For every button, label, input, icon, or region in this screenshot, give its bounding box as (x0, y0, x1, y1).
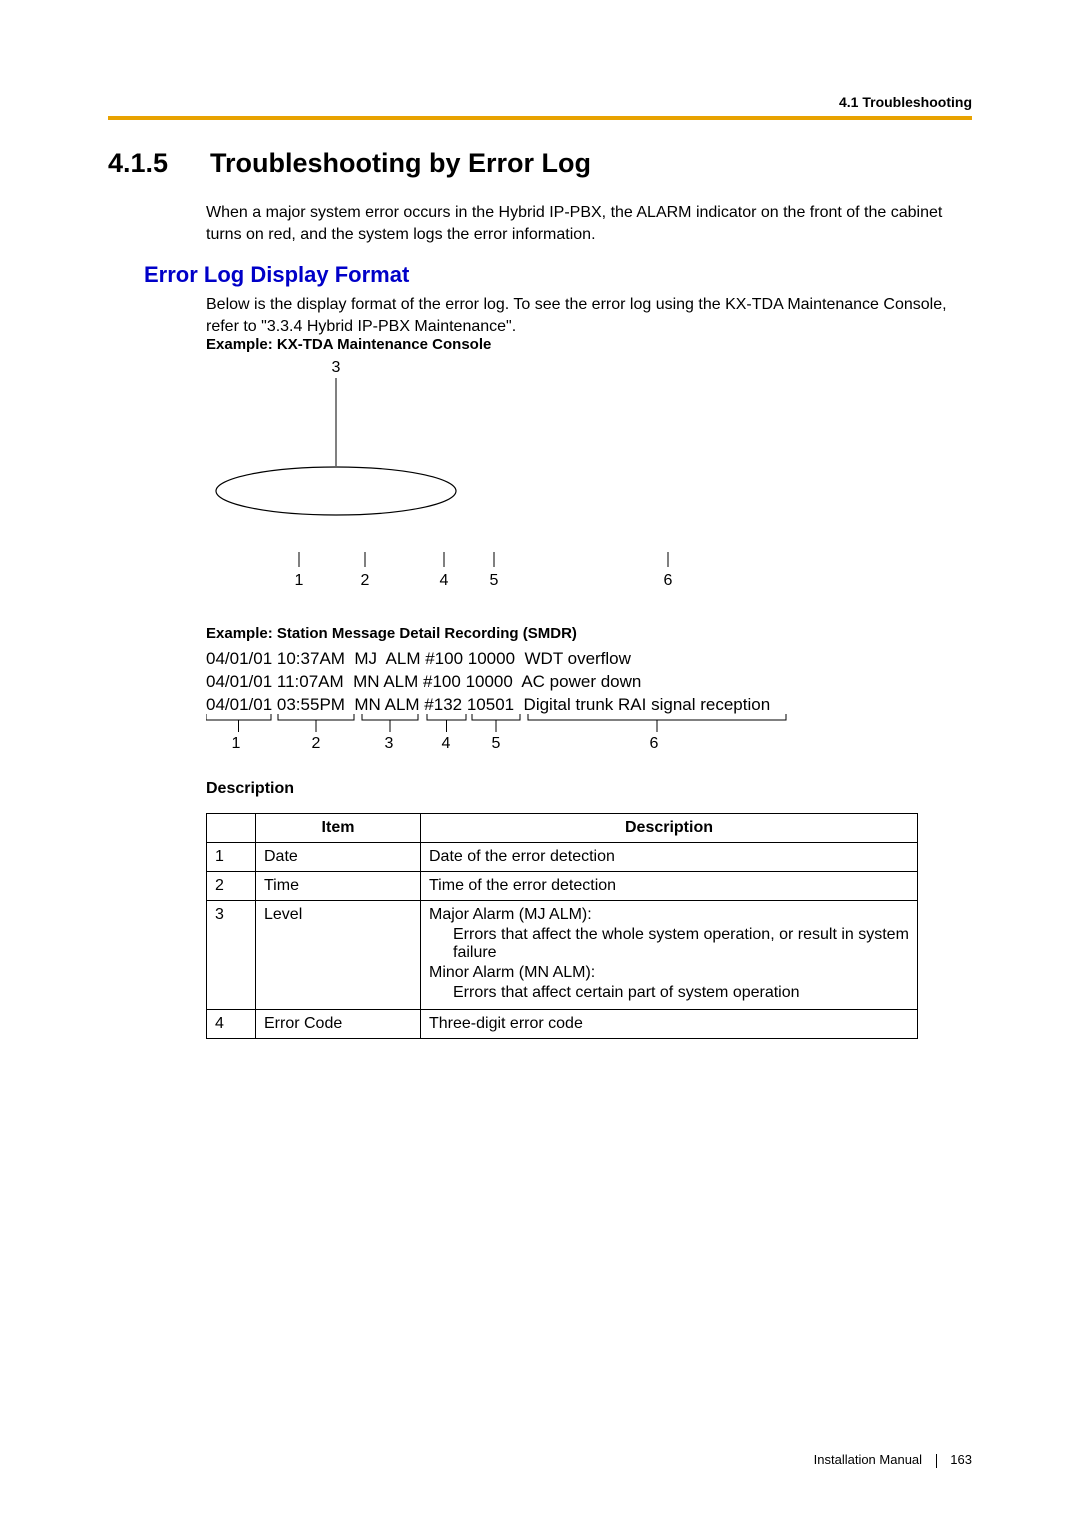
smdr-log-lines: 04/01/01 10:37AM MJ ALM #100 10000 WDT o… (206, 648, 770, 717)
header-breadcrumb: 4.1 Troubleshooting (839, 94, 972, 110)
svg-text:6: 6 (664, 572, 673, 589)
svg-text:2: 2 (312, 735, 321, 752)
footer-separator (936, 1454, 937, 1468)
row-item: Level (256, 901, 421, 1010)
row-item: Error Code (256, 1010, 421, 1039)
description-heading: Description (206, 780, 294, 798)
table-row: 1DateDate of the error detection (207, 843, 918, 872)
row-description: Date of the error detection (421, 843, 918, 872)
row-number: 1 (207, 843, 256, 872)
table-header: Description (421, 814, 918, 843)
table-row: 2TimeTime of the error detection (207, 872, 918, 901)
row-description: Major Alarm (MJ ALM):Errors that affect … (421, 901, 918, 1010)
svg-text:5: 5 (492, 735, 501, 752)
table-header (207, 814, 256, 843)
table-row: 4Error CodeThree-digit error code (207, 1010, 918, 1039)
svg-text:4: 4 (440, 572, 449, 589)
subsection-title: Error Log Display Format (144, 262, 409, 288)
table-header: Item (256, 814, 421, 843)
row-number: 2 (207, 872, 256, 901)
page: 4.1 Troubleshooting 4.1.5 Troubleshootin… (0, 0, 1080, 1528)
description-table: ItemDescription1DateDate of the error de… (206, 813, 918, 1039)
example1-diagram: 3 1 2 4 5 6 (206, 356, 846, 606)
header-rule (108, 116, 972, 120)
footer-page-number: 163 (950, 1452, 972, 1467)
svg-text:3: 3 (332, 359, 341, 376)
svg-text:3: 3 (385, 735, 394, 752)
smdr-brackets: 1 2 3 4 5 6 (206, 712, 866, 752)
row-item: Date (256, 843, 421, 872)
example1-title: Example: KX-TDA Maintenance Console (206, 336, 491, 353)
section-title: Troubleshooting by Error Log (210, 148, 591, 179)
svg-text:6: 6 (650, 735, 659, 752)
footer-label: Installation Manual (814, 1452, 922, 1467)
svg-text:1: 1 (232, 735, 241, 752)
row-description: Three-digit error code (421, 1010, 918, 1039)
row-number: 3 (207, 901, 256, 1010)
svg-text:5: 5 (490, 572, 499, 589)
row-number: 4 (207, 1010, 256, 1039)
example2-title: Example: Station Message Detail Recordin… (206, 625, 577, 642)
svg-text:2: 2 (361, 572, 370, 589)
subsection-paragraph: Below is the display format of the error… (206, 294, 972, 337)
row-item: Time (256, 872, 421, 901)
row-description: Time of the error detection (421, 872, 918, 901)
svg-text:4: 4 (442, 735, 451, 752)
intro-paragraph: When a major system error occurs in the … (206, 202, 972, 245)
svg-text:1: 1 (295, 572, 304, 589)
table-row: 3LevelMajor Alarm (MJ ALM):Errors that a… (207, 901, 918, 1010)
footer: Installation Manual 163 (814, 1452, 972, 1468)
section-number: 4.1.5 (108, 148, 168, 179)
